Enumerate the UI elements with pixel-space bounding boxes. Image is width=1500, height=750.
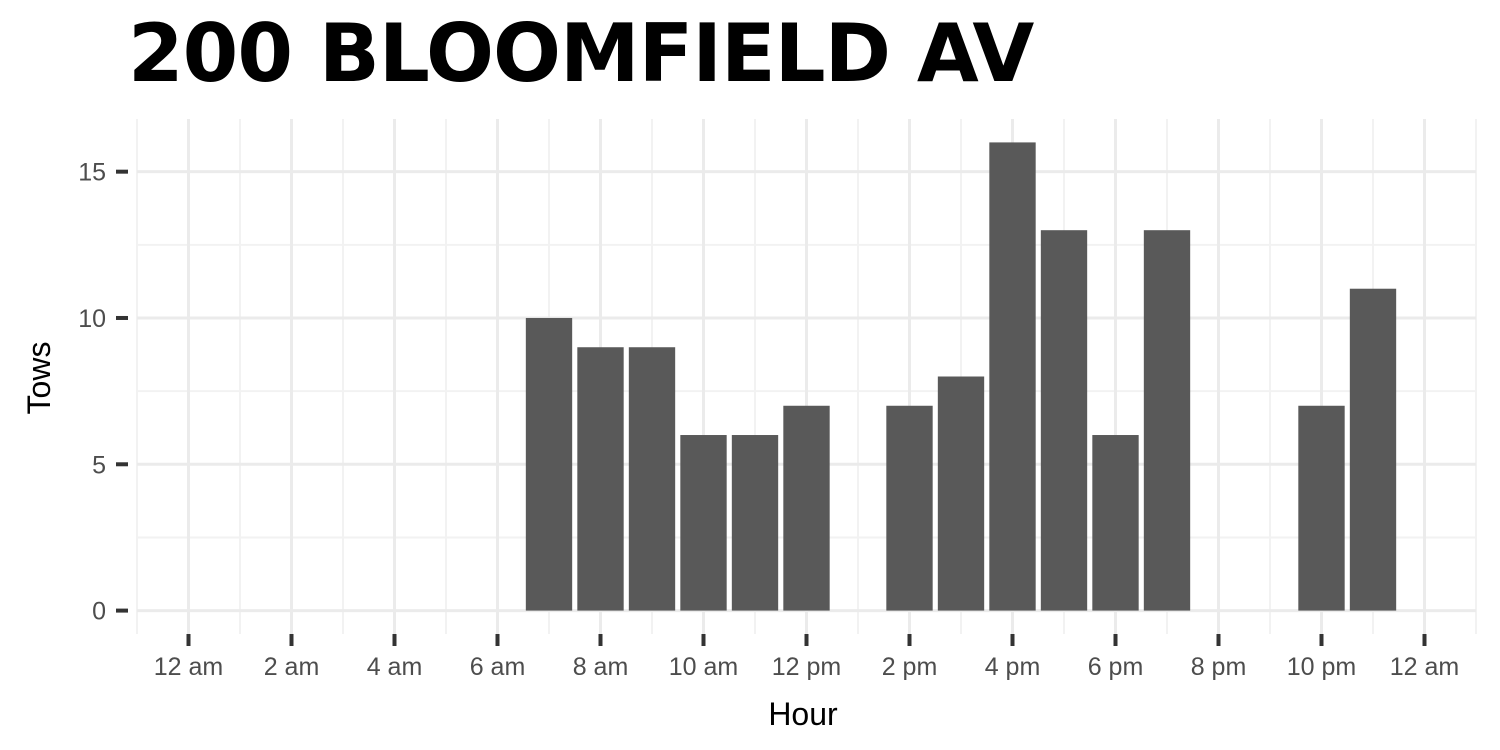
bar-hour-11 [731, 435, 779, 611]
bar-hour-23 [1349, 288, 1397, 611]
bars-layer [525, 142, 1397, 611]
bar-hour-7 [525, 317, 573, 611]
bar-hour-16 [989, 142, 1036, 611]
bar-hour-15 [937, 376, 985, 611]
x-tick-label: 12 pm [772, 653, 841, 681]
y-tick-label: 5 [92, 451, 106, 479]
x-tick-label: 4 pm [985, 653, 1041, 681]
y-axis-title: Tows [21, 342, 57, 415]
x-tick-label: 2 pm [882, 653, 938, 681]
x-tick-label: 6 am [470, 653, 526, 681]
x-tick-label: 8 am [573, 653, 629, 681]
y-tick-label: 15 [78, 159, 106, 187]
bar-hour-12 [783, 405, 830, 611]
x-tick-label: 2 am [264, 653, 320, 681]
bar-hour-9 [628, 347, 676, 611]
bar-hour-14 [886, 405, 933, 611]
bar-hour-17 [1040, 230, 1088, 611]
x-tick-label: 10 pm [1287, 653, 1356, 681]
x-tick-label: 8 pm [1191, 653, 1247, 681]
axes-layer: 0 5 10 15 12 am 2 am 4 am 6 am 8 am 10 am 12 pm 2 p… [78, 159, 1459, 681]
bar-hour-22 [1298, 405, 1345, 611]
x-tick-label: 4 am [367, 653, 423, 681]
x-tick-label: 10 am [669, 653, 738, 681]
bar-hour-8 [577, 347, 624, 611]
x-tick-label: 6 pm [1088, 653, 1144, 681]
bar-hour-10 [680, 435, 727, 611]
x-tick-label: 12 am [1390, 653, 1459, 681]
y-tick-label: 0 [92, 598, 106, 626]
y-tick-label: 10 [78, 305, 106, 333]
x-tick-label: 12 am [154, 653, 223, 681]
bar-hour-18 [1092, 435, 1139, 611]
chart-title: 200 BLOOMFIELD AV [128, 7, 1034, 100]
x-axis-title: Hour [768, 696, 838, 732]
bar-hour-19 [1143, 230, 1191, 611]
